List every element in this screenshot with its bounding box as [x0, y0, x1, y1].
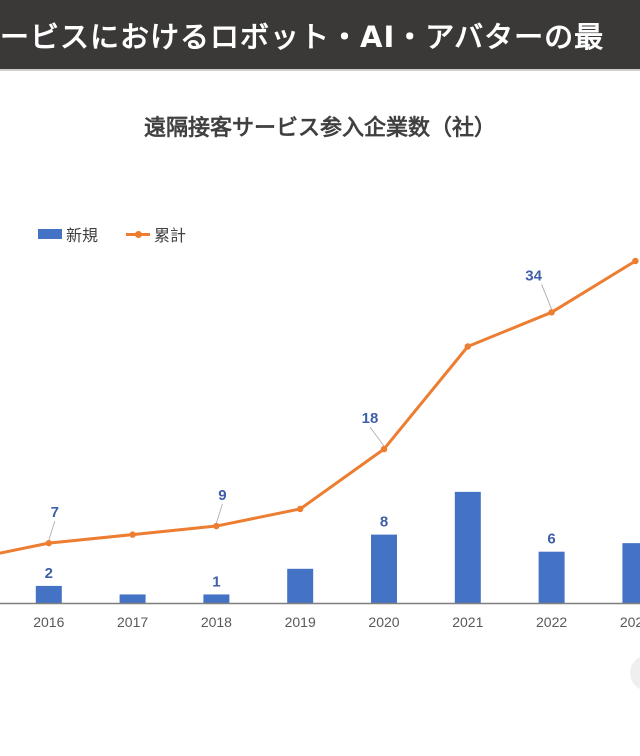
- line-point-2018: [213, 522, 220, 530]
- x-tick-label: 2023: [620, 614, 640, 630]
- x-tick-label: 2016: [33, 614, 64, 630]
- header-title: ービスにおけるロボット・AI・アバターの最: [0, 20, 605, 54]
- x-tick-label: 2018: [201, 614, 232, 630]
- chart-title: 遠隔接客サービス参入企業数（社）: [143, 116, 496, 141]
- line-point-2019: [297, 505, 304, 513]
- line-point-2017: [129, 531, 136, 538]
- legend-line-swatch: [126, 230, 151, 238]
- bar-2016: [35, 585, 62, 603]
- x-tick-label: 2021: [452, 614, 483, 630]
- leader-line: [541, 284, 552, 310]
- x-tick-label: 2017: [117, 614, 148, 630]
- line-label-2022: 34: [525, 267, 542, 284]
- bar-2018: [203, 594, 230, 603]
- bar-label-2022: 6: [547, 531, 555, 548]
- line-point-2020: [380, 445, 388, 453]
- bar-2022: [538, 551, 565, 603]
- line-label-2016: 7: [51, 504, 59, 521]
- chart-legend: 新規 累計: [38, 222, 214, 246]
- line-point-2016: [45, 539, 52, 547]
- bar-label-2020: 8: [380, 514, 388, 531]
- leader-line: [216, 503, 223, 524]
- bar-2017: [119, 594, 146, 603]
- bar-label-2018: 1: [212, 573, 220, 590]
- line-point-2022: [548, 309, 555, 316]
- scroll-top-button[interactable]: [630, 655, 640, 691]
- line-label-2020: 18: [362, 410, 379, 427]
- line-point-2021: [464, 343, 471, 350]
- bar-label-2016: 2: [45, 565, 53, 582]
- x-tick-label: 2022: [536, 614, 567, 630]
- legend-label-cumulative: 累計: [154, 226, 187, 245]
- line-point-2023: [632, 257, 639, 265]
- legend-label-new: 新規: [66, 226, 99, 245]
- article-header: ービスにおけるロボット・AI・アバターの最: [0, 0, 640, 71]
- bar-2023: [622, 543, 640, 603]
- cumulative-line: [0, 259, 637, 555]
- legend-item-new: 新規: [38, 222, 98, 246]
- bar-2020: [371, 534, 397, 603]
- bar-2021: [454, 491, 481, 603]
- leader-line: [369, 426, 385, 447]
- bar-2019: [287, 568, 314, 603]
- leader-line: [48, 521, 56, 541]
- line-label-2018: 9: [218, 487, 226, 504]
- x-tick-label: 2019: [285, 614, 316, 630]
- legend-item-cumulative: 累計: [126, 222, 186, 246]
- x-tick-label: 2020: [368, 614, 399, 630]
- legend-bar-swatch: [38, 229, 62, 239]
